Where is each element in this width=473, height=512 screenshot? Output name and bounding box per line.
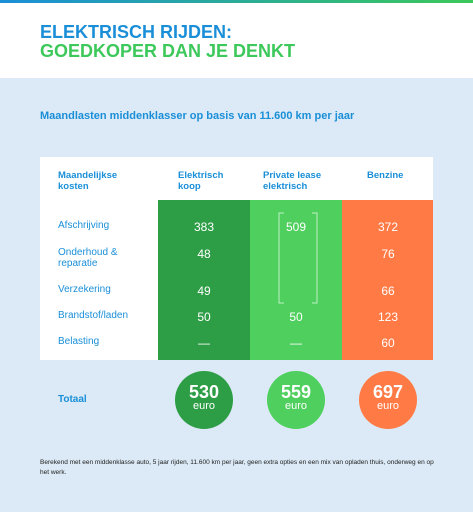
cell-value: 76 [381,247,395,261]
cell-value: 372 [377,220,399,234]
total-label: Totaal [58,394,87,405]
row-label: Belasting [58,336,100,347]
row-label: Verzekering [58,284,111,295]
cell-value: 50 [289,310,303,324]
cell-value: 66 [381,284,395,298]
total-unit: euro [284,400,308,412]
column-header: Elektrisch koop [178,170,224,192]
row-label: Brandstof/laden [58,310,129,321]
column-elektrisch [158,200,250,360]
cell-value: 509 [285,220,307,234]
column-header: Maandelijkse kosten [58,170,118,192]
total-circle: 559 euro [267,371,325,429]
title: ELEKTRISCH RIJDEN: [40,22,233,42]
total-value: 530 [188,382,220,402]
footnote: Berekend met een middenklasse auto, 5 ja… [40,459,434,476]
cell-value: — [198,336,210,350]
total-value: 697 [372,382,404,402]
column-lease [250,200,342,360]
total-value: 559 [280,382,312,402]
cell-value: 123 [377,310,399,324]
total-unit: euro [192,400,216,412]
column-benzine [342,200,433,360]
total-circle: 530 euro [175,371,233,429]
cell-value: — [290,336,302,350]
row-label: Onderhoud & reparatie [58,247,118,269]
cell-value: 60 [381,336,395,350]
column-header: Benzine [367,170,404,181]
total-unit: euro [376,400,400,412]
row-label: Afschrijving [58,220,110,231]
gradient-bar [0,0,473,3]
cell-value: 48 [197,247,211,261]
column-header: Private lease elektrisch [263,170,322,192]
header-band [0,0,473,78]
title: GOEDKOPER DAN JE DENKT [40,41,296,61]
cell-value: 383 [193,220,215,234]
cell-value: 49 [197,284,211,298]
bracket [278,212,318,304]
total-circle: 697 euro [359,371,417,429]
subtitle: Maandlasten middenklasser op basis van 1… [40,110,355,122]
cell-value: 50 [197,310,211,324]
